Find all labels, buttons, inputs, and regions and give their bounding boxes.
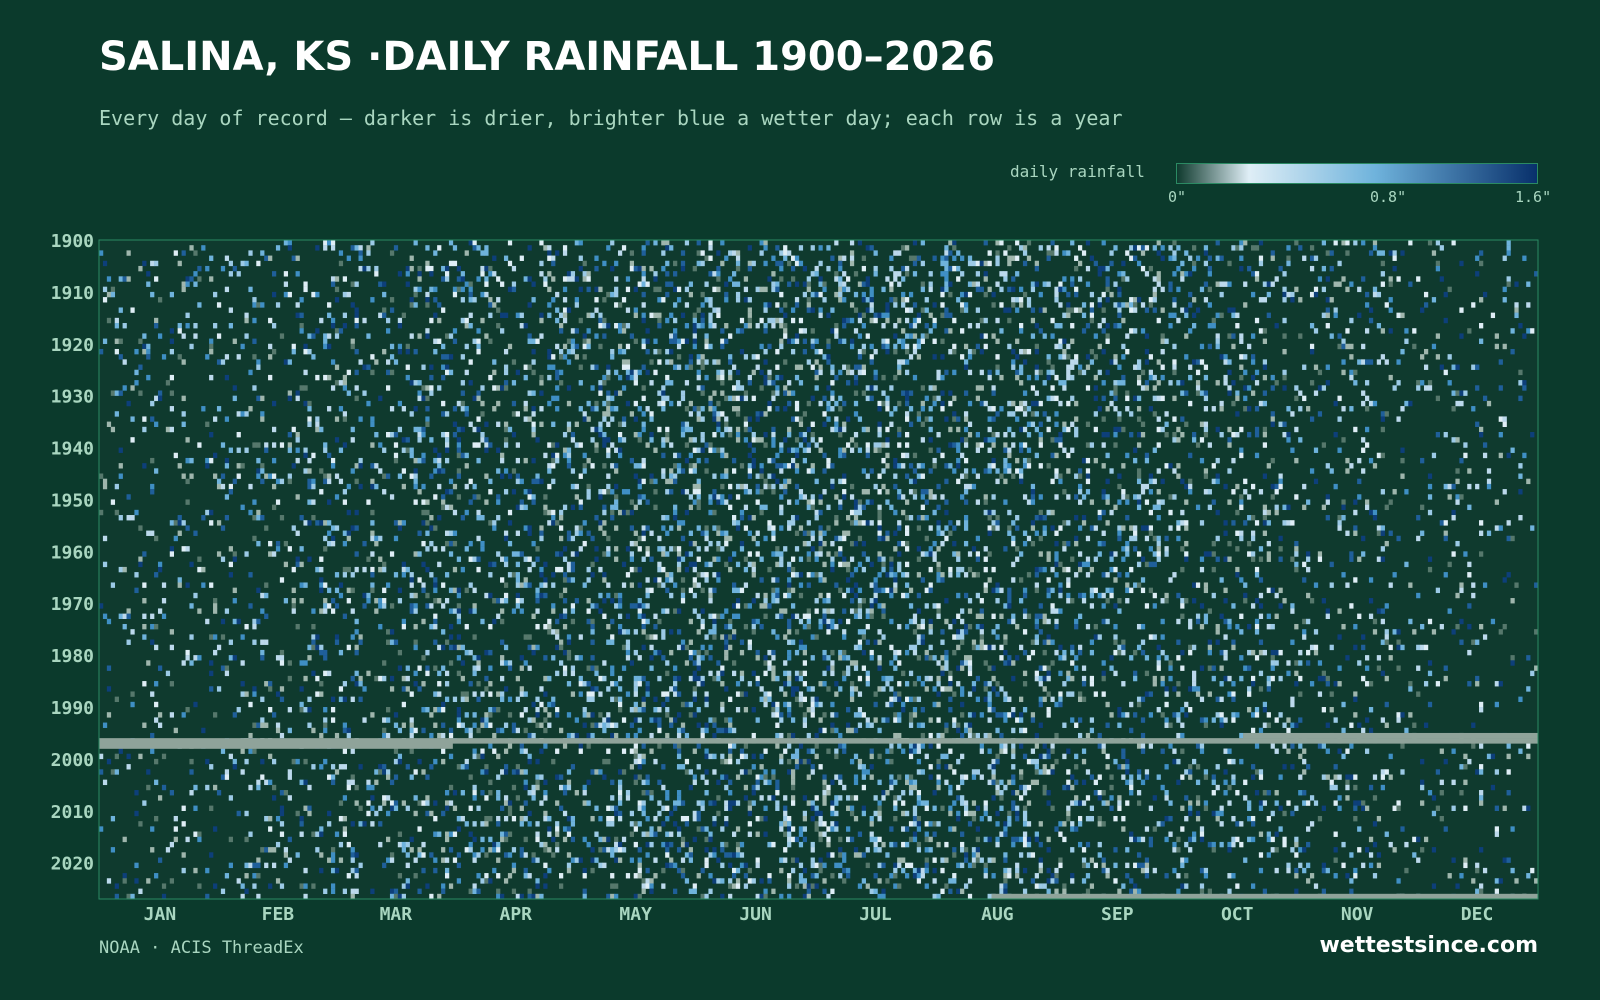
missing-data-strip-3 <box>991 893 1538 900</box>
y-tick-label: 1930 <box>51 387 94 408</box>
brand-logo-text[interactable]: wettestsince.com <box>1319 933 1538 958</box>
chart-title: SALINA, KS ·DAILY RAINFALL 1900–2026 <box>99 34 995 80</box>
y-tick-label: 2020 <box>51 854 94 875</box>
missing-data-strip-0 <box>1243 732 1538 739</box>
x-tick-label: MAY <box>619 904 652 925</box>
x-tick-label: JUN <box>739 904 772 925</box>
missing-data-strip-2 <box>99 743 453 749</box>
y-tick-label: 1910 <box>51 283 94 304</box>
legend-color-bar <box>1176 163 1538 184</box>
y-tick-label: 1900 <box>51 231 94 252</box>
legend-tick-mid: 0.8" <box>1370 188 1407 206</box>
heatmap-frame <box>98 239 1539 900</box>
source-note: NOAA · ACIS ThreadEx <box>99 938 304 958</box>
legend-label: daily rainfall <box>1010 162 1145 181</box>
heatmap-cells <box>99 240 1539 900</box>
x-tick-label: NOV <box>1341 904 1374 925</box>
x-tick-label: MAR <box>380 904 413 925</box>
x-tick-label: SEP <box>1101 904 1134 925</box>
x-tick-label: FEB <box>262 904 295 925</box>
y-tick-label: 2000 <box>51 750 94 771</box>
x-tick-label: JAN <box>144 904 177 925</box>
y-tick-label: 1990 <box>51 698 94 719</box>
y-tick-label: 1920 <box>51 335 94 356</box>
y-tick-label: 1960 <box>51 542 94 563</box>
x-tick-label: DEC <box>1461 904 1494 925</box>
legend-tick-max: 1.6" <box>1515 188 1552 206</box>
y-tick-label: 2010 <box>51 802 94 823</box>
y-tick-label: 1950 <box>51 490 94 511</box>
x-tick-label: APR <box>500 904 533 925</box>
missing-data-strip-1 <box>99 738 1538 744</box>
legend-tick-min: 0" <box>1168 188 1187 206</box>
chart-subtitle: Every day of record — darker is drier, b… <box>99 106 1123 130</box>
x-tick-label: JUL <box>859 904 892 925</box>
y-tick-label: 1980 <box>51 646 94 667</box>
x-tick-label: AUG <box>981 904 1014 925</box>
y-tick-label: 1940 <box>51 439 94 460</box>
x-tick-label: OCT <box>1221 904 1254 925</box>
y-tick-label: 1970 <box>51 594 94 615</box>
